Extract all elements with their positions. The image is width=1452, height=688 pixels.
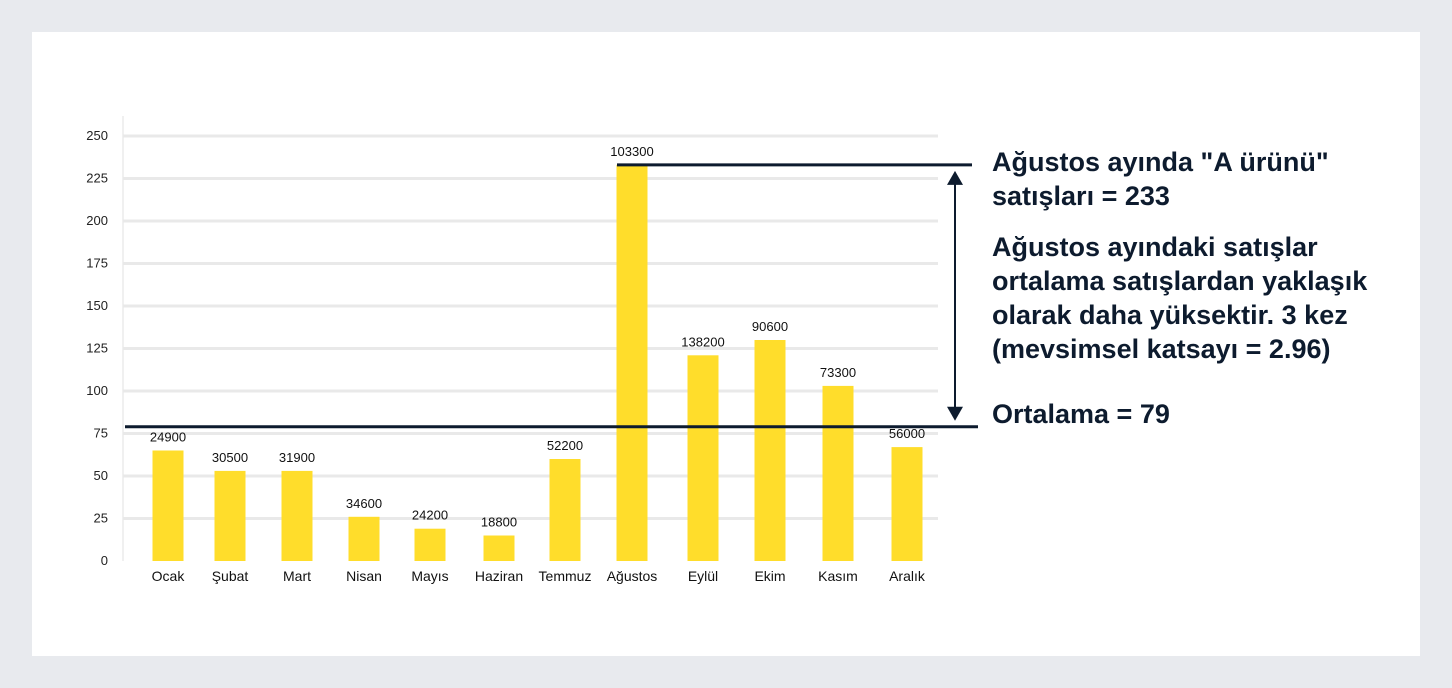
x-tick-label: Eylül — [688, 568, 718, 584]
bar — [549, 459, 581, 561]
x-tick-label: Ekim — [754, 568, 785, 584]
x-tick-label: Mart — [283, 568, 311, 584]
bar — [754, 340, 786, 561]
x-tick-label: Ağustos — [607, 568, 658, 584]
y-tick-label: 200 — [86, 213, 108, 228]
data-label: 31900 — [279, 450, 315, 465]
data-label: 103300 — [610, 144, 653, 159]
y-tick-label: 75 — [94, 426, 108, 441]
bar — [214, 470, 246, 561]
bars-layer — [152, 164, 923, 561]
labels-layer: 0 25 50 75 100 125 150 175 200 225 250 24900 Ocak 305… — [86, 128, 926, 584]
data-label: 56000 — [889, 426, 925, 441]
arrow-down-head — [947, 406, 963, 421]
bar — [152, 450, 184, 561]
data-label: 138200 — [681, 334, 724, 349]
bar — [483, 535, 515, 561]
bar — [348, 516, 380, 561]
y-tick-label: 125 — [86, 341, 108, 356]
peak-annotation: Ağustos ayında "A ürünü" satışları = 233 — [992, 147, 1329, 211]
x-tick-label: Aralık — [889, 568, 926, 584]
bar — [414, 528, 446, 561]
y-tick-label: 250 — [86, 128, 108, 143]
grid-layer — [122, 116, 938, 561]
bar — [822, 385, 854, 561]
data-label: 34600 — [346, 496, 382, 511]
y-tick-label: 0 — [101, 553, 108, 568]
data-label: 24200 — [412, 508, 448, 523]
x-tick-label: Mayıs — [411, 568, 448, 584]
data-label: 90600 — [752, 319, 788, 334]
data-label: 30500 — [212, 450, 248, 465]
data-label: 52200 — [547, 438, 583, 453]
data-label: 18800 — [481, 515, 517, 530]
bar-chart: 0 25 50 75 100 125 150 175 200 225 250 24900 Ocak 305… — [86, 116, 978, 584]
data-label: 24900 — [150, 430, 186, 445]
arrow-up-head — [947, 170, 963, 185]
y-tick-label: 175 — [86, 256, 108, 271]
y-tick-label: 225 — [86, 171, 108, 186]
bar — [616, 164, 648, 561]
bar — [891, 447, 923, 561]
x-tick-label: Nisan — [346, 568, 382, 584]
x-tick-label: Şubat — [212, 568, 249, 584]
average-annotation: Ortalama = 79 — [992, 399, 1170, 429]
bar — [281, 470, 313, 561]
y-tick-label: 150 — [86, 298, 108, 313]
y-tick-label: 50 — [94, 468, 108, 483]
reference-layer — [125, 163, 978, 429]
y-tick-label: 25 — [94, 511, 108, 526]
x-tick-label: Haziran — [475, 568, 523, 584]
x-tick-label: Temmuz — [539, 568, 592, 584]
x-tick-label: Ocak — [152, 568, 186, 584]
bar — [687, 355, 719, 561]
data-label: 73300 — [820, 365, 856, 380]
y-tick-label: 100 — [86, 383, 108, 398]
seasonal-annotation: Ağustos ayındaki satışlar ortalama satış… — [992, 232, 1368, 364]
x-tick-label: Kasım — [818, 568, 858, 584]
chart-card: 0 25 50 75 100 125 150 175 200 225 250 24900 Ocak 305… — [32, 32, 1420, 656]
